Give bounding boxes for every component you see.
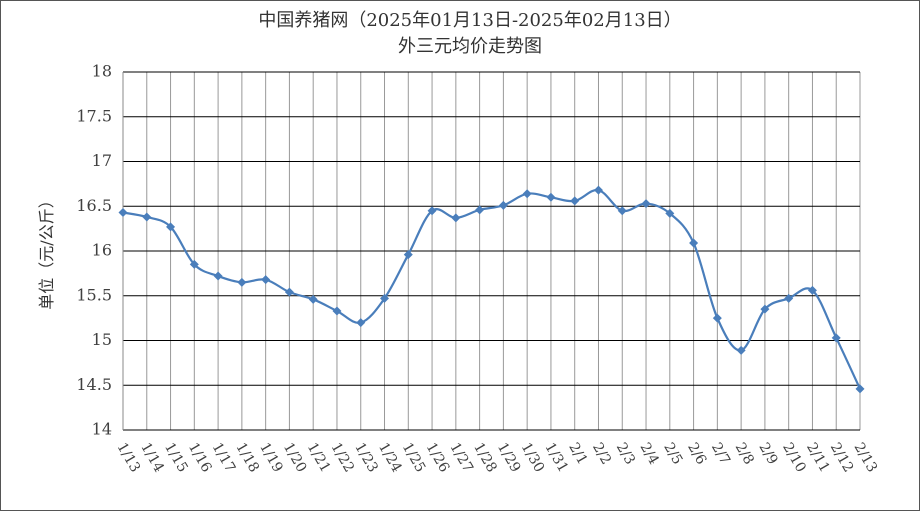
y-tick-label: 18 (92, 62, 112, 81)
chart-title: 中国养猪网（2025年01月13日-2025年02月13日） (258, 10, 681, 31)
point-marker (118, 208, 128, 218)
point-marker (498, 200, 508, 210)
point-marker (546, 192, 556, 202)
point-marker (261, 275, 271, 285)
point-marker (784, 293, 794, 303)
point-marker (380, 293, 390, 303)
point-marker (427, 206, 437, 216)
y-axis-label: 单位（元/公斤） (37, 192, 56, 309)
point-marker (617, 206, 627, 216)
y-tick-label: 17 (92, 151, 112, 170)
point-marker (356, 318, 366, 328)
y-tick-label: 17.5 (76, 106, 112, 125)
y-tick-label: 15 (92, 330, 112, 349)
point-marker (308, 294, 318, 304)
point-marker (189, 259, 199, 269)
point-marker (807, 285, 817, 295)
point-marker (665, 208, 675, 218)
y-tick-label: 16.5 (76, 196, 112, 215)
point-marker (284, 287, 294, 297)
point-marker (142, 212, 152, 222)
y-tick-label: 14.5 (76, 375, 112, 394)
point-marker (475, 205, 485, 215)
point-marker (237, 277, 247, 287)
point-marker (593, 185, 603, 195)
y-tick-label: 15.5 (76, 285, 112, 304)
point-marker (213, 271, 223, 281)
point-marker (760, 304, 770, 314)
point-marker (641, 199, 651, 209)
point-marker (855, 384, 865, 394)
chart-subtitle: 外三元均价走势图 (398, 36, 542, 57)
point-marker (712, 313, 722, 323)
point-marker (689, 238, 699, 248)
point-marker (570, 196, 580, 206)
point-marker (736, 345, 746, 355)
point-marker (831, 333, 841, 343)
point-marker (166, 222, 176, 232)
point-marker (332, 306, 342, 316)
point-marker (522, 189, 532, 199)
y-tick-label: 16 (92, 241, 112, 260)
y-tick-label: 14 (92, 420, 112, 439)
point-marker (451, 213, 461, 223)
point-marker (403, 250, 413, 260)
